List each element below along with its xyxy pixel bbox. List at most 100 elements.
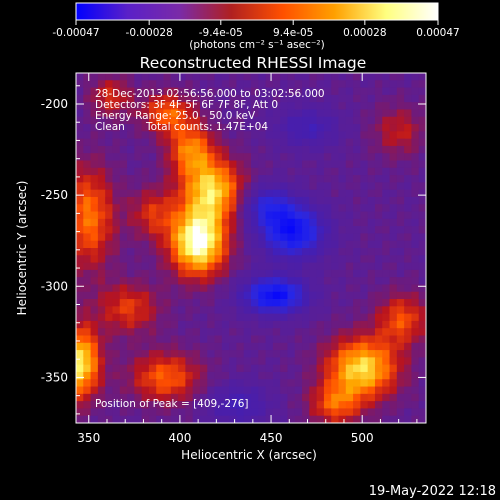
heatmap-cell [309, 299, 318, 307]
heatmap-cell [265, 415, 274, 423]
heatmap-cell [185, 371, 194, 380]
heatmap-cell [382, 73, 391, 81]
heatmap-cell [170, 248, 179, 256]
heatmap-cell [280, 175, 289, 183]
heatmap-cell [105, 80, 114, 89]
heatmap-cell [345, 211, 354, 220]
heatmap-cell [309, 87, 318, 96]
heatmap-cell [105, 124, 114, 132]
heatmap-cell [294, 335, 303, 344]
heatmap-cell [236, 175, 245, 183]
heatmap-cell [148, 313, 157, 322]
heatmap-cell [389, 320, 398, 329]
heatmap-cell [258, 393, 267, 402]
heatmap-cell [280, 262, 289, 271]
heatmap-cell [156, 233, 165, 242]
heatmap-cell [382, 102, 391, 111]
heatmap-cell [156, 124, 165, 132]
heatmap-cell [338, 342, 347, 351]
heatmap-cell [243, 124, 252, 132]
heatmap-cell [302, 277, 310, 286]
heatmap-cell [367, 189, 376, 198]
heatmap-cell [105, 182, 114, 191]
heatmap-cell [374, 131, 383, 140]
heatmap-cell [178, 342, 186, 351]
heatmap-cell [331, 167, 340, 176]
heatmap-cell [243, 73, 252, 81]
heatmap-cell [105, 189, 114, 198]
heatmap-cell [353, 196, 361, 205]
heatmap-cell [309, 145, 318, 154]
heatmap-cell [207, 189, 216, 198]
heatmap-cell [229, 408, 238, 417]
heatmap-cell [338, 160, 347, 169]
heatmap-cell [178, 124, 186, 132]
heatmap-cell [360, 284, 369, 293]
heatmap-cell [374, 371, 383, 380]
heatmap-cell [316, 320, 325, 329]
heatmap-cell [353, 320, 361, 329]
heatmap-cell [207, 196, 216, 205]
heatmap-cell [353, 328, 361, 337]
heatmap-cell [148, 240, 157, 249]
heatmap-cell [382, 408, 391, 417]
heatmap-cell [396, 116, 405, 125]
heatmap-cell [367, 393, 376, 402]
heatmap-cell [280, 138, 289, 147]
heatmap-cell [134, 138, 143, 147]
heatmap-cell [345, 415, 354, 423]
heatmap-cell [323, 175, 332, 183]
heatmap-cell [134, 386, 143, 395]
heatmap-cell [294, 393, 303, 402]
heatmap-cell [221, 306, 230, 315]
heatmap-cell [192, 189, 201, 198]
heatmap-cell [323, 153, 332, 162]
heatmap-cell [229, 211, 238, 220]
heatmap-cell [353, 313, 361, 322]
heatmap-cell [221, 175, 230, 183]
heatmap-cell [178, 102, 186, 111]
heatmap-cell [265, 248, 274, 256]
heatmap-cell [338, 393, 347, 402]
heatmap-cell [134, 371, 143, 380]
heatmap-cell [90, 73, 99, 81]
heatmap-cell [389, 160, 398, 169]
heatmap-cell [163, 131, 172, 140]
heatmap-cell [331, 277, 340, 286]
heatmap-cell [360, 87, 369, 96]
heatmap-cell [112, 138, 121, 147]
heatmap-cell [411, 371, 420, 380]
heatmap-cell [360, 226, 369, 235]
heatmap-cell [127, 269, 135, 278]
heatmap-cell [90, 335, 99, 344]
colorbar-ticks: -0.00047 -0.00028 -9.4e-05 9.4e-05 0.00028 0.… [52, 20, 460, 39]
heatmap-cell [134, 175, 143, 183]
heatmap-cell [214, 335, 223, 344]
heatmap-cell [287, 364, 296, 373]
heatmap-cell [97, 138, 106, 147]
heatmap-cell [367, 240, 376, 249]
heatmap-cell [229, 328, 238, 337]
heatmap-cell [221, 138, 230, 147]
heatmap-cell [265, 401, 274, 410]
heatmap-cell [258, 87, 267, 96]
heatmap-cell [418, 393, 426, 402]
heatmap-cell [185, 175, 194, 183]
heatmap-cell [294, 277, 303, 286]
axis-ticks: 350 400 450 500-200-250-300-350 [41, 73, 426, 445]
heatmap-cell [251, 160, 259, 169]
heatmap-cell [185, 306, 194, 315]
heatmap-cell [207, 379, 216, 388]
heatmap-cell [316, 393, 325, 402]
heatmap-cell [134, 167, 143, 176]
heatmap-cell [83, 255, 92, 264]
heatmap-cell [185, 379, 194, 388]
heatmap-cell [287, 408, 296, 417]
heatmap-cell [251, 393, 259, 402]
heatmap-cell [192, 94, 201, 103]
heatmap-cell [185, 401, 194, 410]
heatmap-cell [258, 116, 267, 125]
heatmap-cell [214, 379, 223, 388]
heatmap-cell [112, 218, 121, 227]
heatmap-cell [265, 167, 274, 176]
